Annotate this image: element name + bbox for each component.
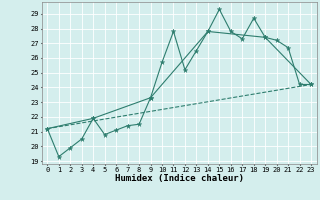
X-axis label: Humidex (Indice chaleur): Humidex (Indice chaleur) — [115, 174, 244, 183]
